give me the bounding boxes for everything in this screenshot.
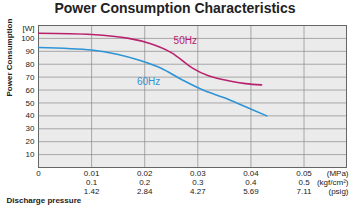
- svg-text:[W]: [W]: [23, 24, 35, 33]
- svg-text:50Hz: 50Hz: [174, 35, 197, 46]
- svg-text:(psig): (psig): [328, 187, 348, 196]
- svg-text:(kgf/cm²): (kgf/cm²): [317, 178, 349, 187]
- html-text:Power Consumption Characterist: Power Consumption Characteristics: [54, 0, 296, 16]
- svg-text:20: 20: [26, 137, 35, 146]
- svg-text:50: 50: [26, 99, 35, 108]
- svg-text:Discharge pressure: Discharge pressure: [7, 196, 82, 205]
- svg-text:0.4: 0.4: [245, 178, 257, 187]
- svg-text:40: 40: [26, 111, 35, 120]
- svg-text:0.2: 0.2: [139, 178, 151, 187]
- svg-text:0: 0: [36, 169, 41, 178]
- svg-text:0.05: 0.05: [296, 169, 312, 178]
- svg-text:(MPa): (MPa): [327, 169, 349, 178]
- svg-text:1.42: 1.42: [84, 187, 100, 196]
- svg-text:Power Consumption: Power Consumption: [5, 19, 14, 97]
- svg-text:60Hz: 60Hz: [137, 76, 160, 87]
- svg-text:60: 60: [26, 86, 35, 95]
- svg-text:2.84: 2.84: [137, 187, 153, 196]
- svg-text:0.1: 0.1: [86, 178, 98, 187]
- svg-text:0.02: 0.02: [137, 169, 153, 178]
- svg-text:7.11: 7.11: [297, 187, 313, 196]
- svg-text:4.27: 4.27: [190, 187, 206, 196]
- svg-text:0.01: 0.01: [84, 169, 100, 178]
- svg-text:10: 10: [26, 150, 35, 159]
- svg-text:0.03: 0.03: [190, 169, 206, 178]
- svg-text:0.04: 0.04: [243, 169, 259, 178]
- svg-text:5.69: 5.69: [243, 187, 259, 196]
- svg-text:30: 30: [26, 124, 35, 133]
- svg-text:90: 90: [26, 47, 35, 56]
- svg-text:80: 80: [26, 60, 35, 69]
- svg-text:100: 100: [21, 34, 35, 43]
- svg-text:70: 70: [26, 73, 35, 82]
- svg-text:0.5: 0.5: [298, 178, 310, 187]
- svg-text:0.3: 0.3: [192, 178, 204, 187]
